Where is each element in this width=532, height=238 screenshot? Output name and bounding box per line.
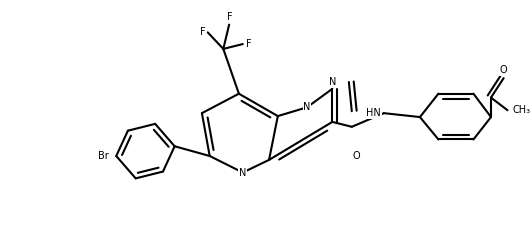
Text: F: F (246, 39, 251, 49)
Text: F: F (227, 12, 233, 22)
Text: O: O (500, 65, 508, 75)
Text: F: F (200, 27, 206, 37)
Text: N: N (303, 102, 311, 112)
Text: N: N (239, 168, 246, 178)
Text: N: N (329, 77, 336, 87)
Text: HN: HN (366, 108, 381, 118)
Text: O: O (353, 151, 360, 161)
Text: Br: Br (98, 151, 109, 161)
Text: CH₃: CH₃ (512, 105, 530, 115)
